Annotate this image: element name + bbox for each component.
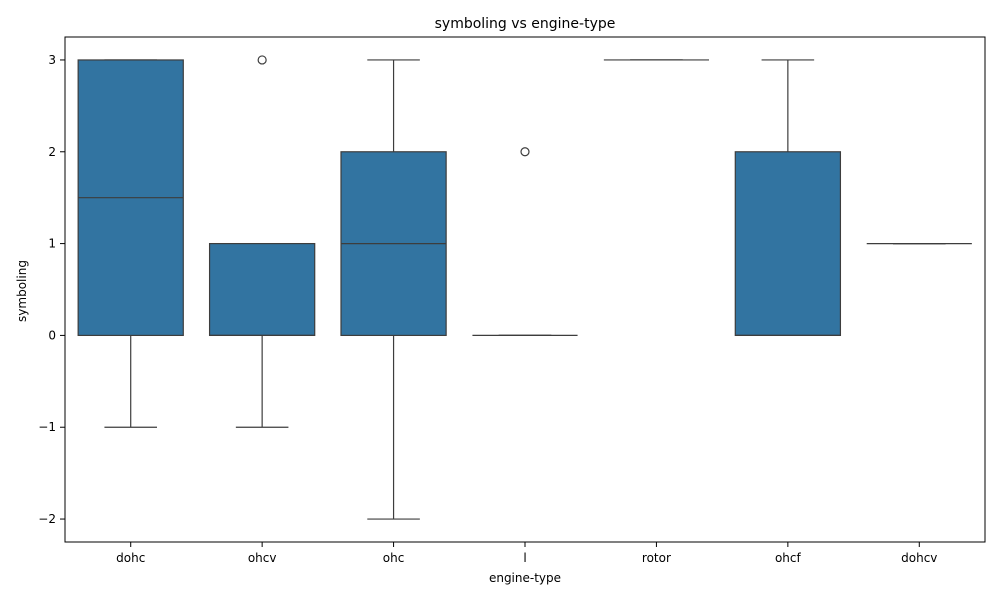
plot-area — [64, 36, 986, 543]
y-tick-label: −2 — [38, 512, 56, 526]
y-tick-label: −1 — [38, 420, 56, 434]
x-tick-label: ohcf — [775, 551, 802, 565]
y-tick-label: 3 — [48, 53, 56, 67]
box — [208, 242, 316, 337]
y-axis: 3 2 1 0 −1 −2 — [38, 53, 65, 526]
x-tick-label: ohc — [383, 551, 405, 565]
y-tick-label: 1 — [48, 237, 56, 251]
box-group-ohc — [340, 59, 447, 520]
x-tick-label: l — [523, 551, 526, 565]
box-group-ohcf — [734, 59, 842, 337]
y-tick-label: 2 — [48, 145, 56, 159]
x-axis: dohc ohcv ohc l rotor ohcf dohcv — [116, 542, 937, 565]
x-tick-label: ohcv — [248, 551, 277, 565]
outlier-point — [520, 147, 530, 157]
box — [734, 151, 842, 337]
y-axis-label: symboling — [15, 260, 29, 322]
y-tick-label: 0 — [48, 328, 56, 342]
chart-title: symboling vs engine-type — [435, 16, 616, 32]
x-tick-label: dohc — [116, 551, 145, 565]
box-group-dohc — [77, 59, 184, 428]
box-group-ohcv — [208, 55, 316, 428]
x-tick-label: rotor — [642, 551, 671, 565]
box-group-l — [472, 147, 578, 337]
x-axis-label: engine-type — [489, 571, 561, 585]
plot-frame — [64, 36, 986, 543]
x-tick-label: dohcv — [901, 551, 937, 565]
outlier-point — [257, 55, 267, 65]
